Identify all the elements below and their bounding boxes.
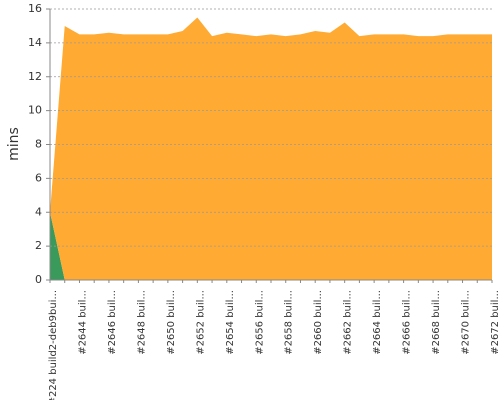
y-tick-label: 8	[35, 138, 42, 151]
area	[50, 17, 492, 280]
x-tick-label: #2664 buil...	[372, 290, 383, 355]
y-tick-label: 0	[35, 273, 42, 286]
x-tick-label: #2648 buil...	[136, 290, 147, 355]
x-tick-label: #2670 buil...	[461, 290, 472, 355]
y-tick-label: 14	[28, 36, 42, 49]
x-tick-label: #2652 buil...	[195, 290, 206, 355]
x-tick-label: #2644 buil...	[77, 290, 88, 355]
y-tick-label: 16	[28, 2, 42, 15]
x-tick-label: #2646 buil...	[107, 290, 118, 355]
y-tick-label: 2	[35, 239, 42, 252]
y-axis-title: mins	[6, 127, 22, 161]
x-tick-label: #2654 buil...	[225, 290, 236, 355]
x-tick-label: #2672 buil...	[490, 290, 500, 355]
x-tick-label: #2656 buil...	[254, 290, 265, 355]
x-tick-label: #2660 buil...	[313, 290, 324, 355]
y-tick-label: 12	[28, 70, 42, 83]
x-tick-label: #224 build2-deb9bui...	[48, 290, 59, 400]
x-tick-label: #2662 buil...	[343, 290, 354, 355]
x-tick-label: #2658 buil...	[284, 290, 295, 355]
x-tick-label: #2666 buil...	[402, 290, 413, 355]
y-tick-label: 10	[28, 104, 42, 117]
x-tick-label: #2650 buil...	[166, 290, 177, 355]
y-tick-label: 6	[35, 171, 42, 184]
y-tick-label: 4	[35, 205, 42, 218]
x-tick-label: #2668 buil...	[431, 290, 442, 355]
